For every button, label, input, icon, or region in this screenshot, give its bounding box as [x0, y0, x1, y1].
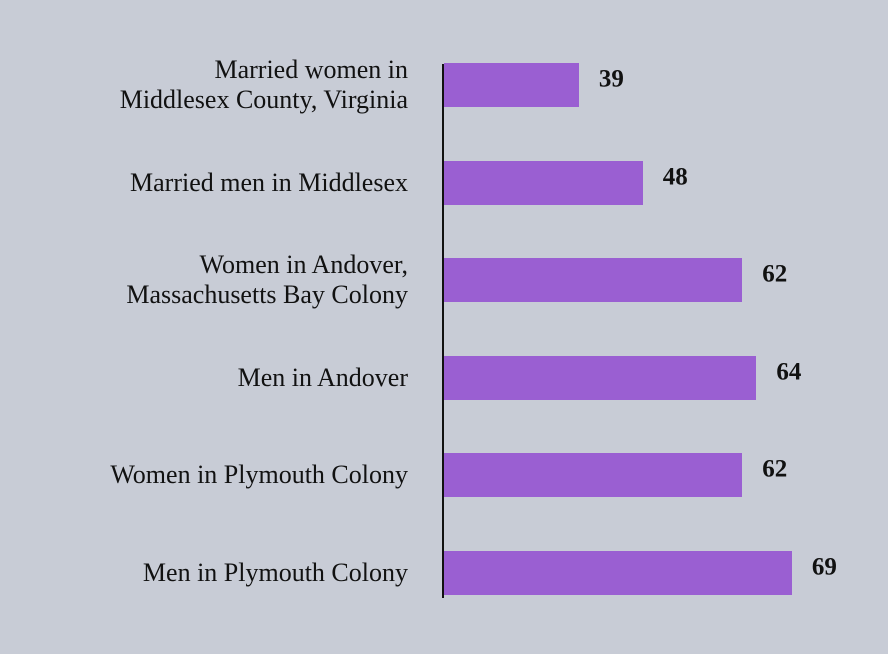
category-label: Men in Plymouth Colony: [142, 558, 408, 587]
bar: [444, 160, 643, 205]
value-label: 69: [811, 553, 837, 581]
bar: [444, 355, 757, 400]
value-label: 62: [762, 455, 788, 483]
value-label: 62: [762, 260, 788, 288]
bar: [444, 63, 579, 107]
value-label: 48: [662, 162, 688, 190]
bar: [444, 258, 743, 303]
category-label: Married women in Middlesex County, Virgi…: [119, 55, 408, 114]
bar: [444, 453, 743, 498]
bar: [444, 551, 792, 595]
category-label: Men in Andover: [237, 362, 408, 392]
value-label: 64: [776, 358, 802, 386]
value-label: 39: [598, 65, 624, 93]
category-label: Married men in Middlesex: [130, 167, 408, 197]
category-label: Women in Plymouth Colony: [110, 460, 408, 490]
category-label: Women in Andover, Massachusetts Bay Colo…: [126, 250, 408, 310]
axis-line: [442, 64, 444, 598]
